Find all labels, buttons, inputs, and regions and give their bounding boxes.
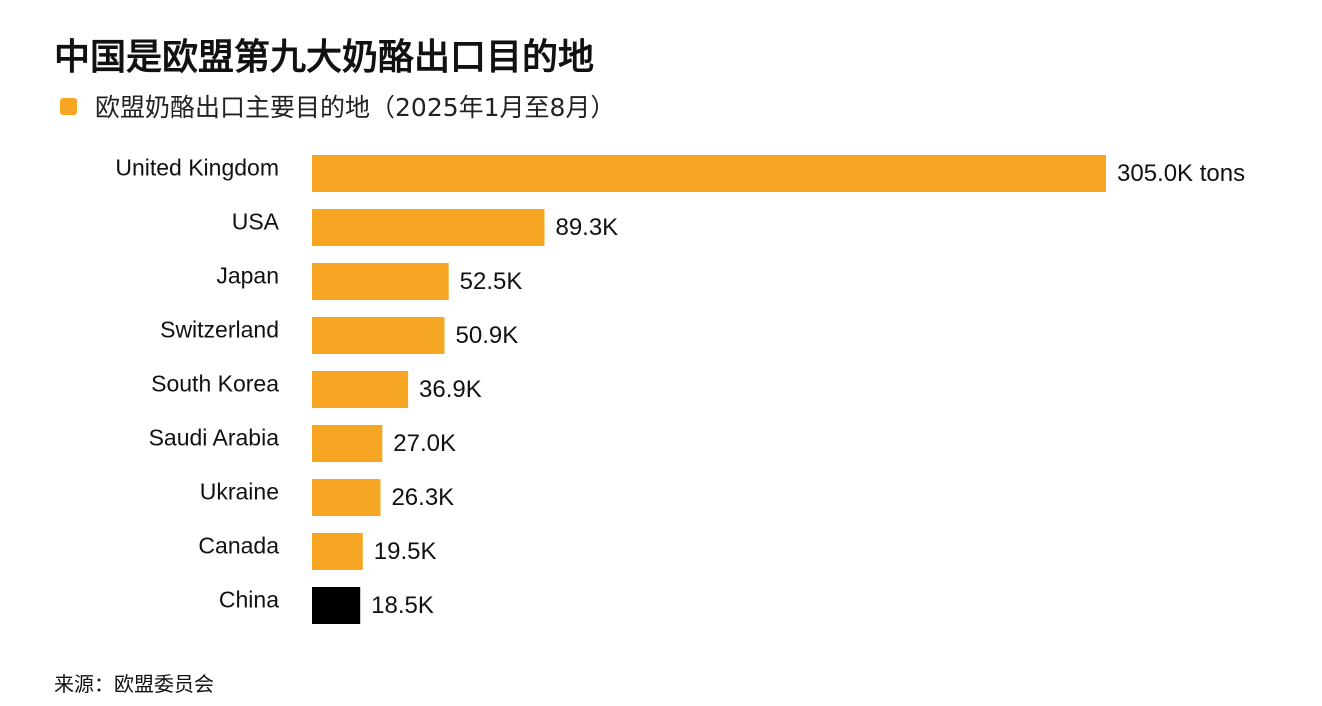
value-label: 89.3K [555, 214, 618, 241]
bar-usa [312, 209, 545, 246]
bar-south-korea [312, 371, 409, 408]
value-label: 19.5K [374, 538, 437, 565]
category-label: Canada [198, 533, 279, 559]
value-label: 50.9K [456, 322, 519, 349]
legend-swatch [60, 97, 77, 115]
bar-ukraine [312, 479, 381, 516]
chart-title: 中国是欧盟第九大奶酪出口目的地 [54, 37, 595, 78]
category-label: Saudi Arabia [149, 425, 280, 451]
value-label: 27.0K [393, 430, 456, 457]
legend: 欧盟奶酪出口主要目的地（2025年1月至8月） [60, 88, 615, 124]
source-note: 来源：欧盟委员会 [54, 672, 214, 696]
value-label: 52.5K [460, 268, 523, 295]
value-label: 36.9K [419, 376, 482, 403]
bar-china [312, 587, 361, 624]
bar-united-kingdom [312, 155, 1106, 192]
legend-label: 欧盟奶酪出口主要目的地（2025年1月至8月） [95, 93, 616, 122]
value-label: 305.0K tons [1117, 160, 1245, 187]
category-label: Ukraine [200, 479, 279, 505]
bar-japan [312, 263, 449, 300]
category-label: USA [232, 209, 280, 235]
value-label: 18.5K [371, 592, 434, 619]
value-label: 26.3K [391, 484, 454, 511]
category-label: South Korea [151, 371, 279, 397]
category-label: Japan [216, 263, 279, 289]
category-label: Switzerland [160, 317, 279, 343]
category-label: China [219, 587, 279, 613]
bars-group: United Kingdom 305.0K tons USA 89.3K Japan 52… [115, 155, 1245, 624]
bar-canada [312, 533, 363, 570]
bar-switzerland [312, 317, 445, 354]
category-label: United Kingdom [115, 155, 279, 181]
bar-saudi-arabia [312, 425, 383, 462]
